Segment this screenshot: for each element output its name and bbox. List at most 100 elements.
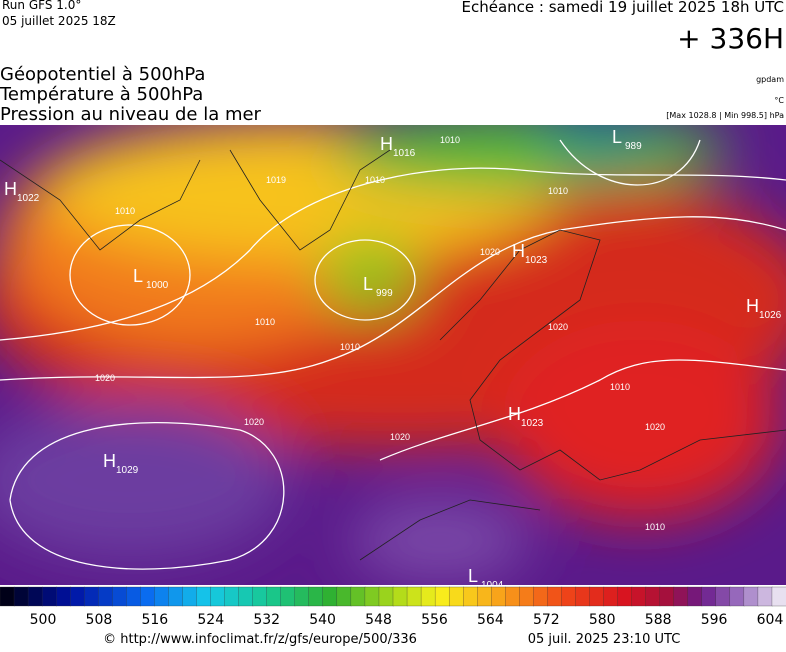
center-kind: H	[103, 451, 116, 471]
colorbar-swatch	[561, 586, 577, 607]
colorbar-swatch	[84, 586, 99, 607]
colorbar-swatch	[126, 586, 142, 607]
colorbar-swatch	[280, 586, 296, 607]
isobar-label: 1020	[645, 422, 665, 432]
isobar-label: 1020	[244, 417, 264, 427]
colorbar-swatch	[266, 586, 282, 607]
unit: °C	[774, 96, 784, 105]
colorbar-swatch	[729, 586, 745, 607]
isobar-label: 1020	[390, 432, 410, 442]
center-value: 1026	[759, 310, 782, 321]
colorbar-swatch	[743, 586, 759, 607]
center-kind: L	[612, 127, 622, 147]
colorbar-tick: 516	[141, 612, 168, 628]
colorbar-swatch	[41, 586, 57, 607]
colorbar-swatch	[757, 586, 773, 607]
center-value: 999	[376, 288, 393, 299]
colorbar-swatch	[112, 586, 127, 607]
colorbar-swatch	[463, 586, 478, 607]
colorbar-tick: 500	[30, 612, 57, 628]
isobar-label: 1019	[266, 175, 286, 185]
colorbar-swatch	[575, 586, 591, 607]
valid-time: Echéance : samedi 19 juillet 2025 18h UT…	[462, 0, 784, 16]
colorbar-swatch	[617, 586, 633, 607]
center-value: 989	[625, 141, 642, 152]
colorbar-swatch	[55, 586, 71, 607]
map	[0, 125, 786, 585]
unit: gpdam	[756, 75, 784, 84]
center-kind: H	[746, 296, 759, 316]
colorbar-swatch	[519, 586, 535, 607]
colorbar-tick: 532	[253, 612, 280, 628]
colorbar-tick: 508	[86, 612, 113, 628]
colorbar-tick: 596	[701, 612, 728, 628]
title: Température à 500hPa	[0, 84, 203, 105]
colorbar-swatch	[392, 586, 408, 607]
center-kind: H	[508, 404, 521, 424]
isobar-label: 1010	[340, 342, 360, 352]
colorbar-swatch	[336, 586, 352, 607]
colorbar-tick: 548	[365, 612, 392, 628]
colorbar-swatch	[322, 586, 338, 607]
colorbar-swatch	[364, 586, 380, 607]
center-kind: L	[363, 274, 373, 294]
colorbar-swatch	[0, 586, 15, 607]
colorbar-swatch	[406, 586, 422, 607]
center-value: 1023	[525, 255, 548, 266]
isobar-label: 1010	[115, 206, 135, 216]
colorbar-swatch	[505, 586, 520, 607]
colorbar-swatch	[771, 586, 786, 607]
lead-time: + 336H	[677, 22, 784, 55]
colorbar-tick: 588	[645, 612, 672, 628]
colorbar-swatch	[224, 586, 240, 607]
colorbar-swatch	[70, 586, 85, 607]
colorbar-swatch	[294, 586, 310, 607]
colorbar-swatch	[378, 586, 394, 607]
colorbar-swatch	[533, 586, 549, 607]
colorbar-swatch	[27, 586, 43, 607]
colorbar-swatch	[98, 586, 113, 607]
isobar-label: 1010	[610, 382, 630, 392]
center-kind: H	[512, 241, 525, 261]
colorbar-swatch	[687, 586, 703, 607]
colorbar-swatch	[673, 586, 689, 607]
isobar-label: 1010	[645, 522, 665, 532]
run: Run GFS 1.0°	[2, 0, 81, 12]
isobar-label: 1020	[548, 322, 568, 332]
colorbar-swatch	[420, 586, 436, 607]
colorbar-swatch	[168, 586, 184, 607]
colorbar-tick: 564	[477, 612, 504, 628]
center-value: 1022	[17, 193, 40, 204]
colorbar-swatch	[477, 586, 492, 607]
colorbar-swatch	[645, 586, 661, 607]
unit: [Max 1028.8 | Min 998.5] hPa	[666, 111, 784, 120]
colorbar-swatch	[140, 586, 156, 607]
center-kind: L	[468, 566, 478, 586]
colorbar-swatch	[659, 586, 675, 607]
colorbar-tick: 524	[197, 612, 224, 628]
isobar-label: 1010	[365, 175, 385, 185]
colorbar-swatch	[701, 586, 717, 607]
colorbar-swatch	[448, 586, 464, 607]
center-kind: H	[4, 179, 17, 199]
colorbar-tick: 580	[589, 612, 616, 628]
center-value: 1004	[481, 580, 504, 591]
isobar-label: 1010	[255, 317, 275, 327]
generated-time: 05 juil. 2025 23:10 UTC	[528, 632, 681, 647]
colorbar-swatch	[308, 586, 324, 607]
colorbar-swatch	[589, 586, 605, 607]
colorbar-swatch	[154, 586, 170, 607]
title: Géopotentiel à 500hPa	[0, 64, 205, 85]
colorbar-swatch	[715, 586, 731, 607]
center-value: 1000	[146, 280, 169, 291]
colorbar-swatch	[434, 586, 450, 607]
title: Pression au niveau de la mer	[0, 104, 262, 125]
colorbar-tick: 540	[309, 612, 336, 628]
colorbar-swatch	[603, 586, 619, 607]
center-value: 1029	[116, 465, 139, 476]
center-kind: L	[133, 266, 143, 286]
center-value: 1023	[521, 418, 544, 429]
colorbar-swatch	[210, 586, 226, 607]
center-kind: H	[380, 134, 393, 154]
